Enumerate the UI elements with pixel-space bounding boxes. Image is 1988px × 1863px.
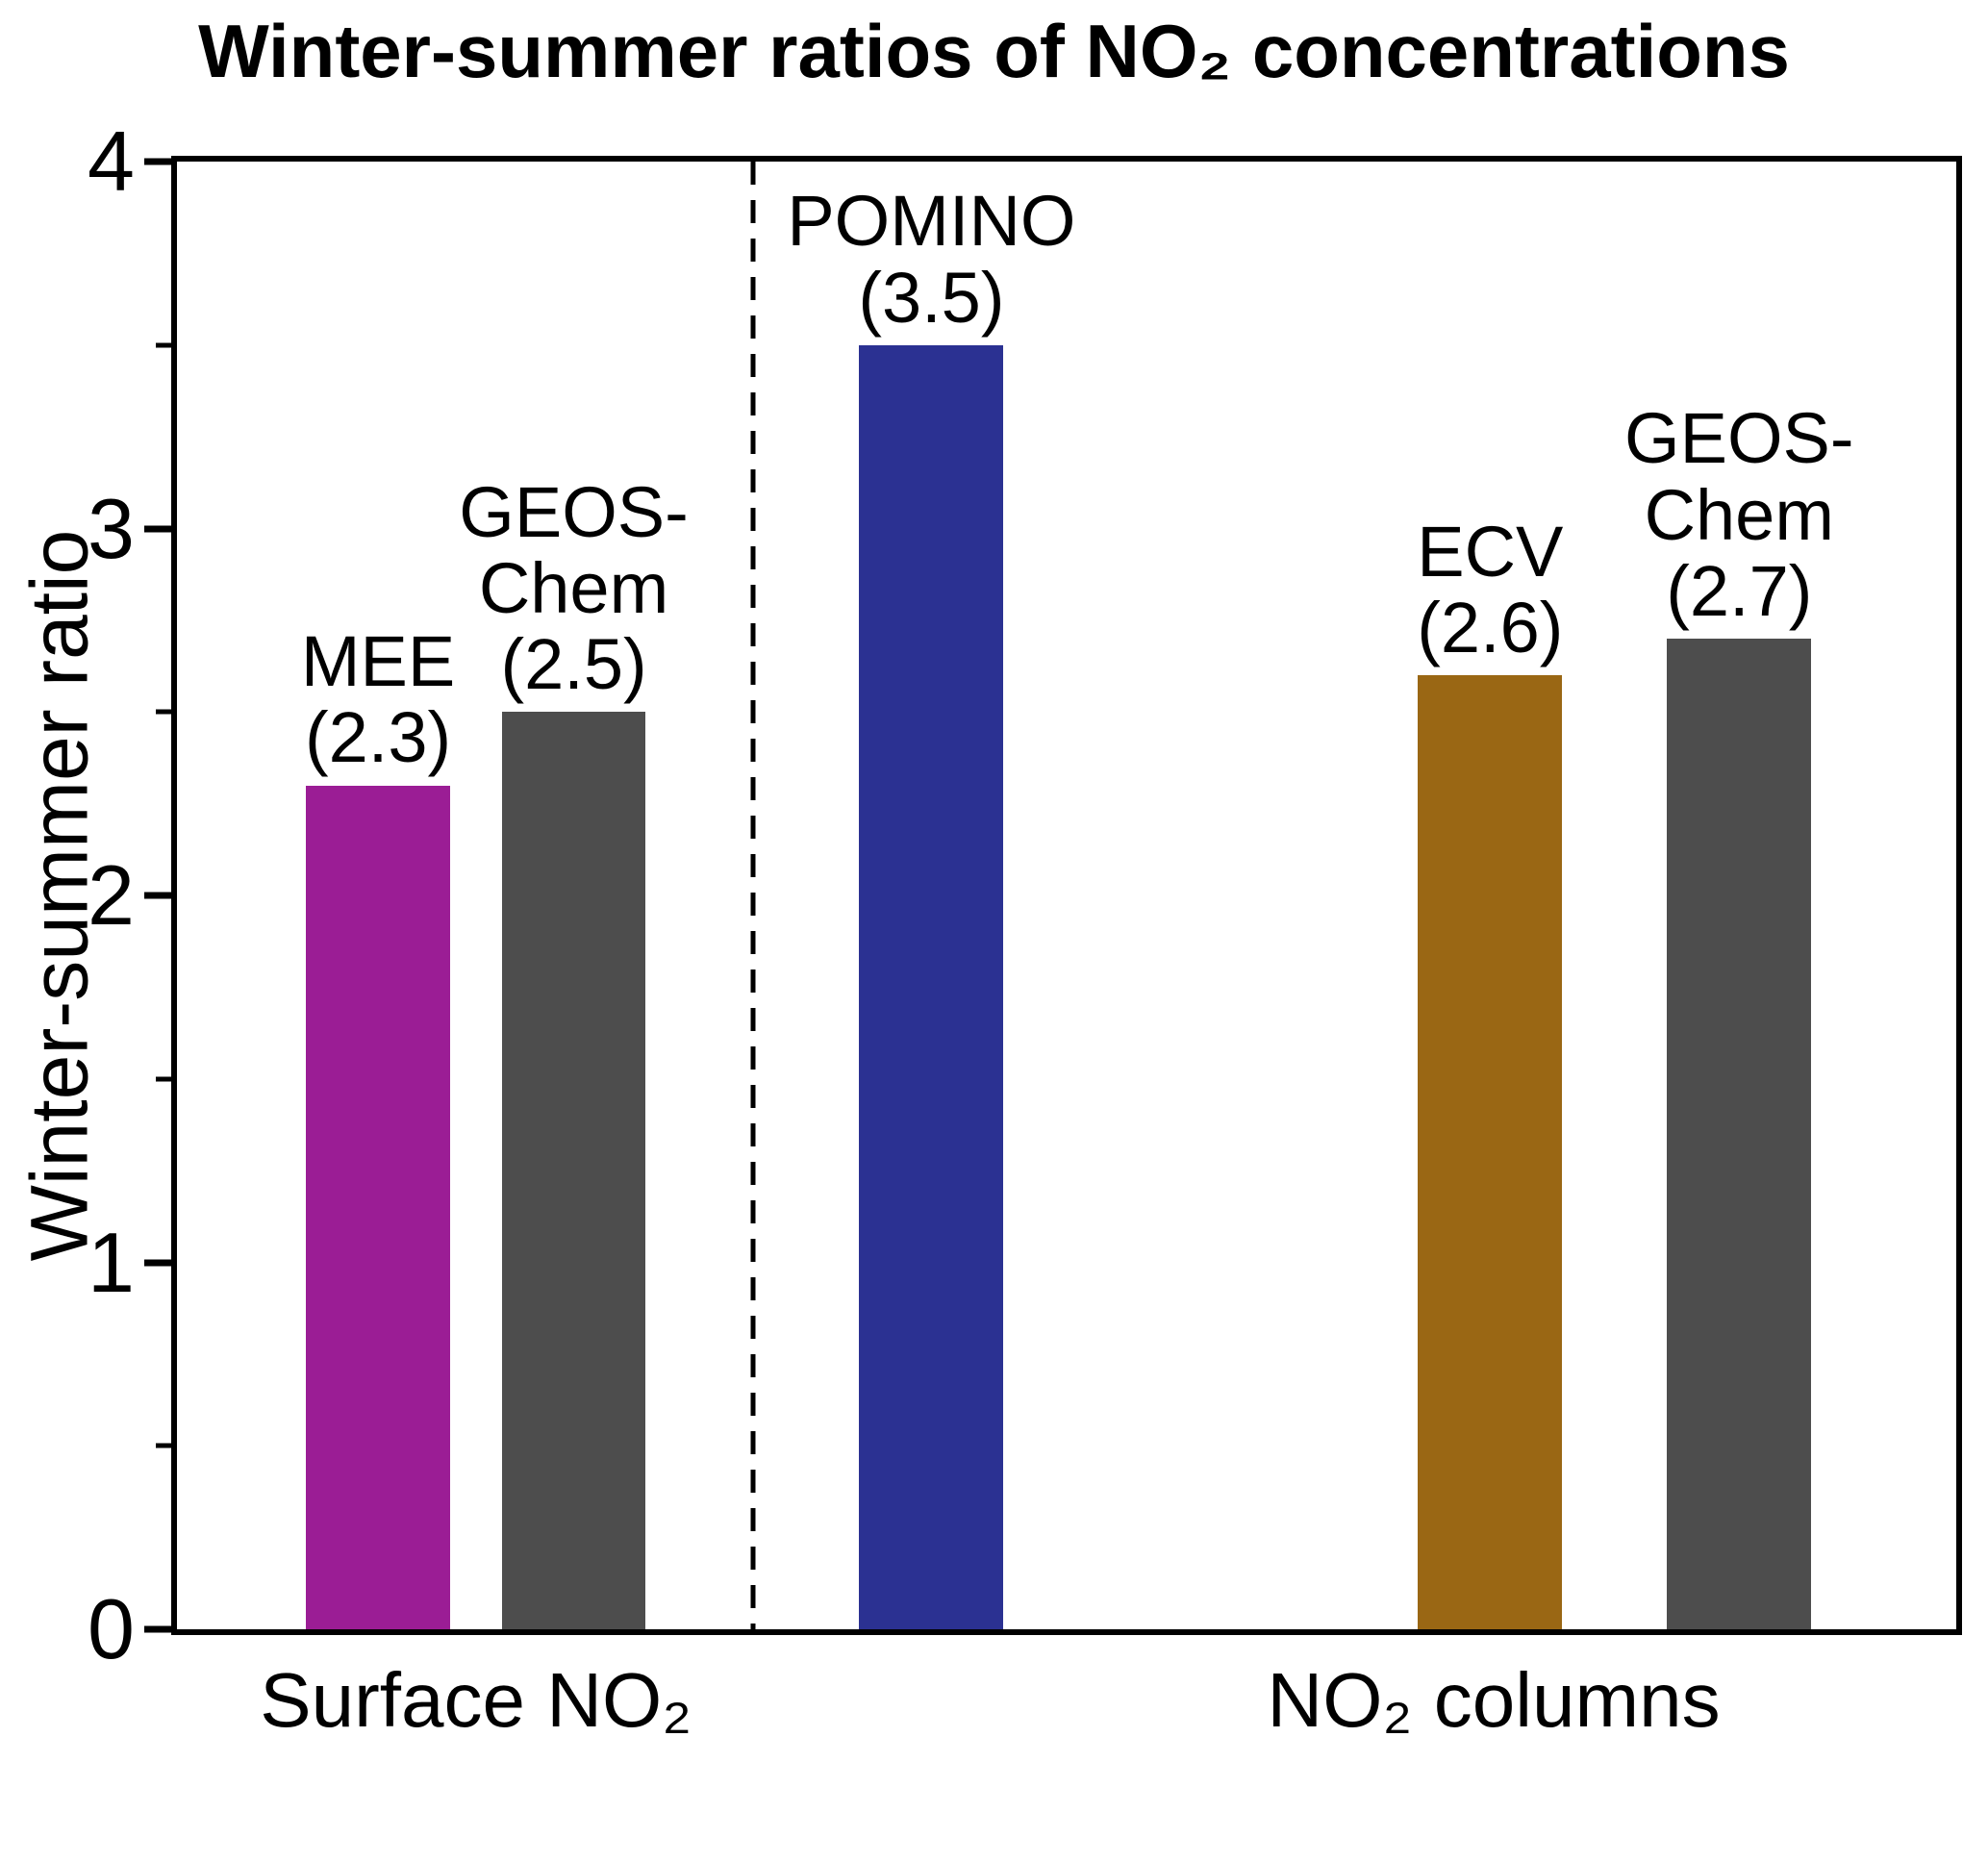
y-tick-label: 1 xyxy=(88,1214,135,1310)
bar-label-ecv: ECV (2.6) xyxy=(1417,511,1564,667)
y-tick-major xyxy=(144,1259,171,1266)
y-tick-minor xyxy=(156,1076,171,1082)
y-tick-minor xyxy=(156,709,171,715)
y-tick-label: 2 xyxy=(88,847,135,943)
y-tick-major xyxy=(144,158,171,165)
y-tick-minor xyxy=(156,1443,171,1448)
x-group-label-surface: Surface NO₂ xyxy=(260,1657,692,1743)
bar-pomino xyxy=(859,344,1004,1629)
bar-label-geos-chem-columns: GEOS- Chem (2.7) xyxy=(1624,398,1854,631)
x-group-label-columns: NO₂ columns xyxy=(1267,1657,1721,1743)
bar-geos-chem-columns xyxy=(1667,638,1812,1629)
y-tick-label: 3 xyxy=(88,480,135,576)
bar-mee xyxy=(306,785,450,1629)
bar-geos-chem-surface xyxy=(501,712,646,1629)
y-tick-major xyxy=(144,1625,171,1633)
y-tick-label: 4 xyxy=(88,113,135,209)
y-tick-major xyxy=(144,892,171,899)
chart-title: Winter-summer ratios of NO₂ concentratio… xyxy=(198,9,1790,93)
bar-label-geos-chem-surface: GEOS- Chem (2.5) xyxy=(459,471,689,705)
group-separator-line xyxy=(750,162,756,1629)
bar-label-mee: MEE (2.3) xyxy=(300,621,456,778)
y-tick-label: 0 xyxy=(88,1581,135,1676)
bar-ecv xyxy=(1418,675,1563,1629)
bar-label-pomino: POMINO (3.5) xyxy=(787,181,1076,338)
y-tick-major xyxy=(144,525,171,532)
plot-area: Winter-summer ratio Surface NO₂ NO₂ colu… xyxy=(14,119,1962,1743)
y-tick-minor xyxy=(156,342,171,348)
